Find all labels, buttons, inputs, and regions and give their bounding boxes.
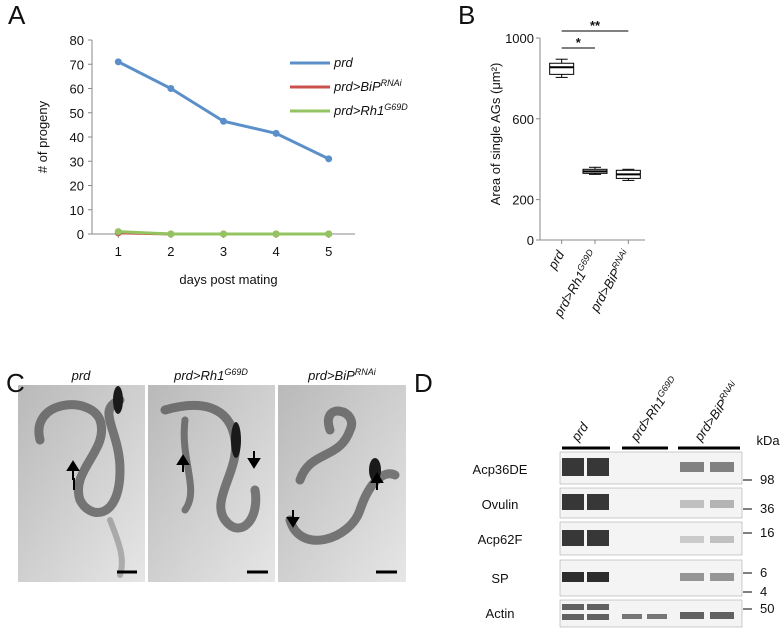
x-tick-label-main: prd>BiP xyxy=(587,266,624,315)
legend-label-sup: RNAi xyxy=(381,78,403,88)
y-axis-label: # of progeny xyxy=(35,100,50,173)
lane-label-sup: RNAi xyxy=(717,378,738,402)
lane-label-main: prd>BiP xyxy=(691,397,731,445)
row-label: SP xyxy=(491,571,508,586)
x-tick-label: 4 xyxy=(272,244,279,259)
legend-label-sup: G69D xyxy=(384,102,408,112)
marker-label: 98 xyxy=(760,472,774,487)
image-label: prd>BiPRNAi xyxy=(307,367,377,383)
marker-label: 6 xyxy=(760,565,767,580)
row-label: Actin xyxy=(486,606,515,621)
data-point xyxy=(272,129,280,137)
y-tick-label: 40 xyxy=(70,130,84,145)
y-tick-label: 0 xyxy=(77,227,84,242)
blot-panel xyxy=(559,446,743,628)
panel-label: C xyxy=(6,368,25,398)
x-tick-label-main: prd>Rh1 xyxy=(550,268,589,320)
significance-label: ** xyxy=(590,18,601,33)
blot-bands xyxy=(562,458,734,620)
legend-label-main: prd>Rh1 xyxy=(333,103,384,118)
micrograph xyxy=(148,385,275,582)
data-point xyxy=(114,58,122,66)
data-point xyxy=(220,117,227,125)
y-tick-label: 1000 xyxy=(505,31,534,46)
legend-label: prd xyxy=(333,55,354,70)
image-label-main: prd>BiP xyxy=(307,368,355,383)
marker-label: 16 xyxy=(760,525,774,540)
legend-label: prd>BiPRNAi xyxy=(333,78,403,94)
lane-label-main: prd xyxy=(568,419,592,444)
lane-label-main: prd>Rh1 xyxy=(627,394,669,445)
significance-label: * xyxy=(576,35,582,50)
marker-label: 50 xyxy=(760,601,774,616)
x-tick-label-main: prd xyxy=(544,247,567,272)
legend-label: prd>Rh1G69D xyxy=(333,102,408,118)
y-tick-label: 50 xyxy=(70,106,84,121)
data-point xyxy=(220,230,227,238)
row-label: Ovulin xyxy=(482,497,519,512)
lane-label-sup: G69D xyxy=(655,374,677,399)
panel-label: A xyxy=(8,0,26,30)
image-label-sup: G69D xyxy=(224,367,248,377)
marker-label: 36 xyxy=(760,501,774,516)
data-point xyxy=(325,230,333,238)
panel-label: D xyxy=(414,368,433,398)
x-axis-label: days post mating xyxy=(179,272,277,287)
y-axis-label: Area of single AGs (μm²) xyxy=(488,63,503,206)
lane-label: prd>Rh1G69D xyxy=(626,374,682,445)
y-tick-label: 20 xyxy=(70,179,84,194)
x-tick-label: 2 xyxy=(167,244,174,259)
x-tick-label: prd>BiPRNAi xyxy=(586,247,635,315)
image-label: prd xyxy=(71,368,92,383)
y-tick-label: 0 xyxy=(527,233,534,248)
legend-label-main: prd xyxy=(333,55,354,70)
lane-label: prd>BiPRNAi xyxy=(690,378,743,444)
micrograph-panel xyxy=(18,385,406,582)
image-label: prd>Rh1G69D xyxy=(173,367,248,383)
arrows xyxy=(66,451,384,528)
unit-label: kDa xyxy=(756,433,780,448)
x-tick-label: 1 xyxy=(115,244,122,259)
data-point xyxy=(325,155,333,163)
y-tick-label: 70 xyxy=(70,57,84,72)
panel-label: B xyxy=(458,0,475,30)
data-point xyxy=(272,230,280,238)
x-tick-label: 5 xyxy=(325,244,332,259)
image-label-sup: RNAi xyxy=(355,367,377,377)
row-label: Acp36DE xyxy=(473,462,528,477)
marker-label: 4 xyxy=(760,584,767,599)
lane-label: prd xyxy=(568,419,592,444)
y-tick-label: 200 xyxy=(512,193,534,208)
row-label: Acp62F xyxy=(478,532,523,547)
gland-shapes xyxy=(34,395,400,578)
legend-label-main: prd>BiP xyxy=(333,79,381,94)
box xyxy=(549,62,575,75)
y-tick-label: 30 xyxy=(70,154,84,169)
y-tick-label: 10 xyxy=(70,203,84,218)
data-point xyxy=(167,230,175,238)
y-tick-label: 600 xyxy=(512,112,534,127)
x-tick-label-sup: G69D xyxy=(575,247,596,273)
image-label-main: prd>Rh1 xyxy=(173,368,224,383)
x-tick-label: prd xyxy=(544,247,567,272)
x-tick-label-sup: RNAi xyxy=(610,247,630,271)
image-label-main: prd xyxy=(71,368,92,383)
data-point xyxy=(114,228,122,236)
y-tick-label: 60 xyxy=(70,82,84,97)
x-tick-label: 3 xyxy=(220,244,227,259)
y-tick-label: 80 xyxy=(70,33,84,48)
data-point xyxy=(167,85,175,92)
gland-dark xyxy=(113,386,381,482)
